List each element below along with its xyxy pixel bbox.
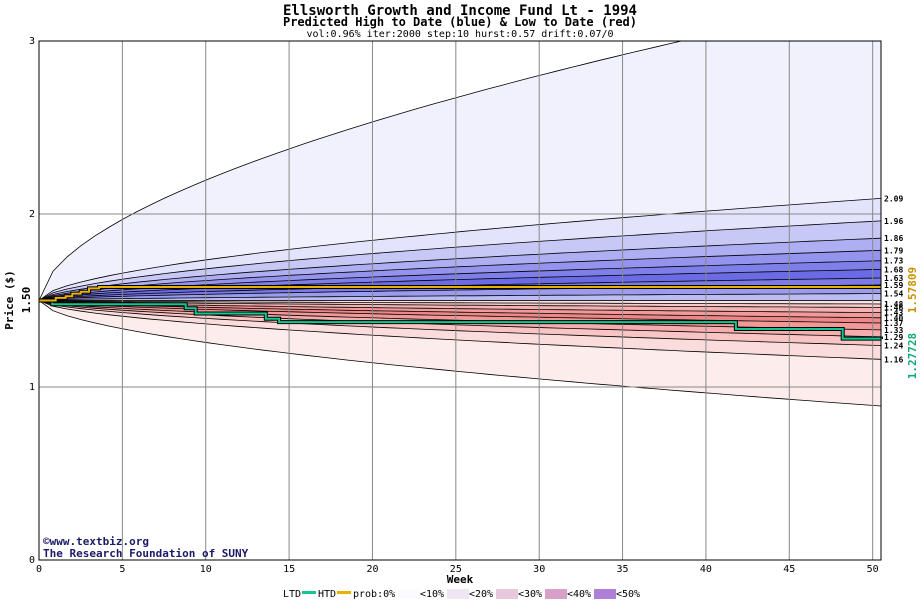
band-end-label: 1.79 — [884, 246, 903, 255]
x-tick-label: 15 — [283, 564, 295, 575]
low-band-edge-3 — [39, 300, 881, 338]
legend-ltd-label: LTD — [283, 589, 301, 600]
ltd-series-line — [39, 299, 882, 340]
plot-frame — [38, 40, 882, 561]
high-band-6 — [39, 269, 881, 301]
x-tick-label: 25 — [450, 564, 462, 575]
low-band-edge-2 — [39, 300, 881, 346]
legend-htd-swatch — [337, 591, 351, 594]
legend-prob-label: prob:0% — [353, 589, 395, 600]
x-tick-label: 45 — [783, 564, 795, 575]
legend-swatch-10 — [447, 589, 469, 599]
band-end-label: 1.73 — [884, 257, 903, 266]
x-axis-label: Week — [447, 573, 474, 586]
y-tick-label: 0 — [29, 555, 35, 566]
high-band-1 — [39, 198, 881, 301]
ltd-final-label: 1.27728 — [906, 333, 919, 379]
high-band-3 — [39, 238, 881, 301]
band-end-label: 1.24 — [884, 341, 903, 350]
low-band-edge-6 — [39, 300, 881, 319]
high-band-edge-2 — [39, 220, 881, 301]
high-band-edge-1 — [39, 198, 881, 301]
high-band-edge-6 — [39, 269, 881, 301]
x-tick-label: 30 — [533, 564, 545, 575]
htd-series-line — [39, 286, 881, 302]
band-end-label: 1.68 — [884, 265, 903, 274]
watermark-line-2: The Research Foundation of SUNY — [43, 547, 249, 560]
low-band-edge-9 — [39, 300, 881, 305]
legend-swatch-20 — [496, 589, 518, 599]
low-band-7 — [39, 300, 881, 313]
band-end-label: 1.59 — [884, 281, 903, 290]
series-lines — [39, 285, 883, 341]
legend-30-label: <30% — [518, 589, 542, 600]
y-tick-label: 1 — [29, 382, 35, 393]
low-band-6 — [39, 300, 881, 318]
band-end-label: 1.63 — [884, 274, 903, 283]
chart-subtitle: Predicted High to Date (blue) & Low to D… — [283, 15, 637, 29]
y-tick-label: 2 — [29, 209, 35, 220]
high-band-0 — [39, 41, 881, 301]
band-end-label: 1.43 — [884, 309, 903, 318]
x-tick-label: 10 — [200, 564, 212, 575]
band-end-label: 1.46 — [884, 303, 903, 312]
high-band-2 — [39, 220, 881, 301]
low-band-0 — [39, 300, 881, 406]
legend: LTD HTD prob:0% <10% <20% <30% <40% <50% — [283, 589, 640, 600]
band-end-label: 1.33 — [884, 326, 903, 335]
high-band-edge-0 — [39, 41, 684, 301]
x-tick-label: 0 — [36, 564, 42, 575]
band-end-label: 1.86 — [884, 234, 903, 243]
high-band-9 — [39, 293, 881, 301]
x-tick-label: 20 — [366, 564, 378, 575]
chart-params: vol:0.96% iter:2000 step:10 hurst:0.57 d… — [306, 29, 613, 40]
low-band-5 — [39, 300, 881, 323]
x-tick-label: 40 — [700, 564, 712, 575]
legend-40-label: <40% — [567, 589, 591, 600]
legend-swatch-0 — [398, 589, 420, 599]
band-end-label: 1.96 — [884, 217, 903, 226]
band-end-label: 2.09 — [884, 194, 903, 203]
high-band-7 — [39, 278, 881, 301]
legend-swatch-30 — [545, 589, 567, 599]
band-end-labels: 2.09 1.96 1.86 1.79 1.731.681.631.591.541.48… — [884, 194, 903, 364]
y-axis-label: Price ($) — [3, 270, 16, 330]
htd-final-label: 1.57809 — [906, 267, 919, 313]
high-band-edge-4 — [39, 249, 881, 301]
legend-50-label: <50% — [616, 589, 640, 600]
legend-10-label: <10% — [420, 589, 444, 600]
high-band-4 — [39, 250, 881, 301]
watermark-line-1: ©www.textbiz.org — [43, 535, 149, 548]
y-tick-label: 3 — [29, 36, 35, 47]
x-tick-label: 50 — [867, 564, 879, 575]
chart-title: Ellsworth Growth and Income Fund Lt - 19… — [283, 3, 637, 19]
bands — [39, 41, 881, 407]
high-band-edge-3 — [39, 237, 881, 301]
band-end-label: 1.48 — [884, 300, 903, 309]
low-band-edge-0 — [39, 300, 881, 407]
low-band-1 — [39, 300, 881, 360]
legend-htd-label: HTD — [318, 589, 336, 600]
band-end-label: 1.16 — [884, 355, 903, 364]
x-axis: 0 5 10 15 20 25 30 35 40 45 50 — [36, 564, 879, 575]
x-tick-label: 35 — [617, 564, 629, 575]
high-band-5 — [39, 260, 881, 301]
low-band-edge-1 — [39, 300, 881, 360]
start-price-label: 1.50 — [20, 287, 33, 314]
legend-swatch-40 — [594, 589, 616, 599]
legend-ltd-swatch — [302, 591, 316, 594]
low-band-edge-5 — [39, 300, 881, 324]
band-end-label: 1.29 — [884, 333, 903, 342]
band-end-label: 1.40 — [884, 314, 903, 323]
low-band-2 — [39, 300, 881, 346]
high-band-edge-9 — [39, 293, 881, 301]
legend-20-label: <20% — [469, 589, 493, 600]
band-end-label: 1.37 — [884, 319, 903, 328]
y-axis: 0 1 2 3 — [29, 36, 35, 566]
low-band-3 — [39, 300, 881, 337]
x-tick-label: 5 — [119, 564, 125, 575]
band-end-label: 1.54 — [884, 290, 903, 299]
